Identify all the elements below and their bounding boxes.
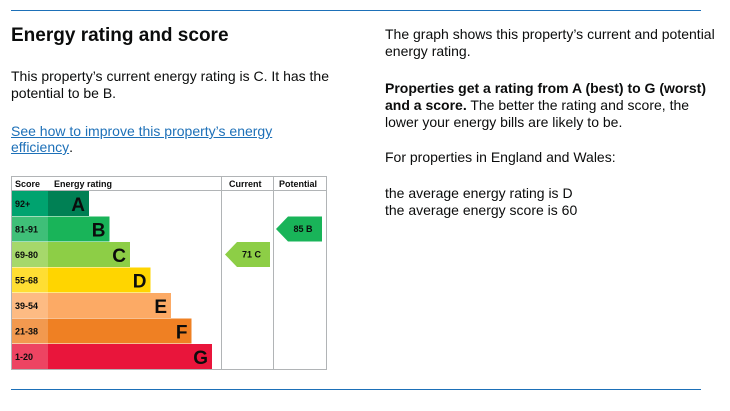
rating-summary: This property’s current energy rating is… [11, 68, 329, 101]
potential-header: Potential [279, 179, 317, 189]
rating-explanation: Properties get a rating from A (best) to… [385, 80, 715, 131]
energy-rating-header: Energy rating [54, 179, 112, 189]
band-g-range-label: 1-20 [15, 352, 33, 362]
score-header: Score [15, 179, 40, 189]
band-a-letter: A [71, 195, 85, 216]
band-b-range-cell [12, 216, 48, 242]
band-a-range-cell [12, 191, 48, 216]
band-c-letter: C [112, 246, 126, 267]
band-g-letter: G [193, 348, 208, 369]
chart-frame [11, 176, 327, 370]
average-score: the average energy score is 60 [385, 202, 578, 218]
band-b-bar [48, 216, 110, 242]
band-d-bar [48, 267, 151, 293]
band-b-letter: B [92, 220, 106, 241]
band-e-range-label: 39-54 [15, 301, 38, 311]
band-d-letter: D [133, 271, 147, 292]
potential-rating-arrow [276, 216, 322, 242]
band-d-range-label: 55-68 [15, 275, 38, 285]
band-c-bar [48, 242, 130, 267]
average-rating: the average energy rating is D [385, 185, 573, 201]
band-g-range-cell [12, 344, 48, 369]
band-b-range-label: 81-91 [15, 224, 38, 234]
band-a-bar [48, 191, 89, 216]
potential-rating-arrow-label: 85 B [293, 224, 313, 234]
band-f-range-cell [12, 318, 48, 344]
section-heading: Energy rating and score [11, 25, 229, 46]
improve-efficiency-paragraph: See how to improve this property’s energ… [11, 123, 301, 155]
band-c-range-label: 69-80 [15, 250, 38, 260]
rating-explanation-bold: Properties get a rating from A (best) to… [385, 80, 706, 113]
band-a-range-label: 92+ [15, 199, 30, 209]
band-c-range-cell [12, 242, 48, 267]
band-g-bar [48, 344, 212, 369]
link-suffix: . [69, 139, 73, 155]
region-note: For properties in England and Wales: [385, 149, 616, 165]
top-divider [11, 10, 701, 11]
improve-efficiency-link[interactable]: See how to improve this property’s energ… [11, 123, 273, 155]
band-d-range-cell [12, 267, 48, 293]
graph-description: The graph shows this property’s current … [385, 26, 715, 59]
current-header: Current [229, 179, 262, 189]
current-rating-arrow-label: 71 C [242, 250, 262, 260]
band-f-letter: F [176, 322, 188, 343]
band-e-range-cell [12, 293, 48, 318]
current-rating-arrow [225, 242, 270, 267]
band-e-bar [48, 293, 171, 318]
band-f-range-label: 21-38 [15, 326, 38, 336]
bottom-divider [11, 389, 701, 390]
band-f-bar [48, 318, 192, 344]
band-e-letter: E [154, 297, 167, 318]
rating-explanation-rest: The better the rating and score, the low… [385, 97, 690, 130]
